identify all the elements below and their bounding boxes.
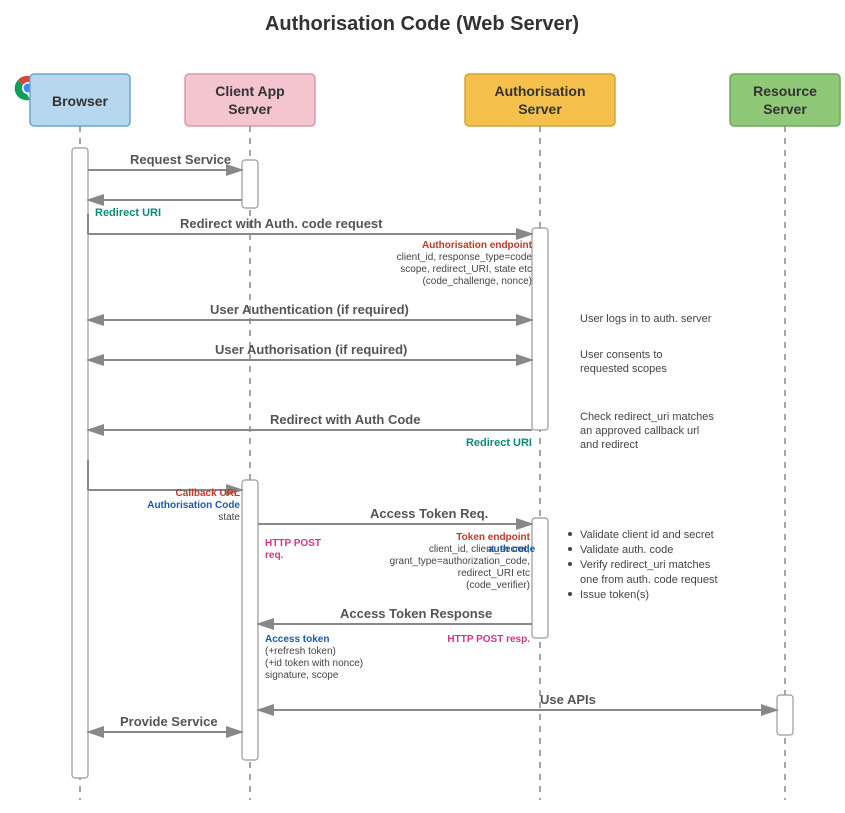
annotation: signature, scope: [265, 670, 339, 681]
sequence-diagram: Authorisation Code (Web Server) Browser C…: [0, 0, 845, 813]
annotation: User consents to: [580, 349, 663, 361]
annotation: requested scopes: [580, 363, 667, 375]
svg-text:Server: Server: [228, 101, 272, 117]
annotation: and redirect: [580, 439, 638, 451]
activation-client: [242, 480, 258, 760]
annotation: Redirect URI: [95, 207, 161, 219]
annotation: scope, redirect_URI, state etc: [400, 264, 532, 275]
diagram-title: Authorisation Code (Web Server): [265, 13, 579, 35]
arrow-a9-label: Access Token Response: [340, 606, 492, 621]
activation-client: [242, 160, 258, 208]
lane-resource-label: Resource: [753, 83, 817, 99]
lane-client: [185, 74, 315, 126]
annotation: an approved callback url: [580, 425, 699, 437]
svg-text:Server: Server: [518, 101, 562, 117]
bullet-item: one from auth. code request: [580, 574, 718, 586]
annotation: HTTP POST: [265, 538, 321, 549]
annotation: client_id, response_type=code: [397, 252, 533, 263]
annotation: Access token: [265, 634, 329, 645]
annotation: (code_challenge, nonce): [422, 276, 532, 287]
arrow-a5-label: User Authorisation (if required): [215, 342, 407, 357]
bullet-item: Validate client id and secret: [580, 529, 714, 541]
annotation: Callback URL: [176, 488, 240, 499]
annotation: Authorisation Code: [147, 500, 240, 511]
annotation: (+id token with nonce): [265, 658, 363, 669]
svg-text:Server: Server: [763, 101, 807, 117]
annotation: redirect_URI etc: [458, 568, 530, 579]
bullet-item: Issue token(s): [580, 589, 649, 601]
lane-resource: [730, 74, 840, 126]
annotation: Token endpoint: [456, 532, 530, 543]
annotation-authcode: auth code: [488, 544, 536, 555]
annotation: state: [218, 512, 240, 523]
annotation: (code_verifier): [466, 580, 530, 591]
activation-auth: [532, 518, 548, 638]
annotation: grant_type=authorization_code,: [390, 556, 530, 567]
activation-auth: [532, 228, 548, 430]
lane-auth: [465, 74, 615, 126]
annotation: Authorisation endpoint: [422, 240, 533, 251]
arrow-a11-label: Provide Service: [120, 714, 218, 729]
annotation: (+refresh token): [265, 646, 336, 657]
bullet-item: Validate auth. code: [580, 544, 673, 556]
lane-client-label: Client App: [215, 83, 284, 99]
activation-resource: [777, 695, 793, 735]
lane-auth-label: Authorisation: [495, 83, 586, 99]
bullet-item: Verify redirect_uri matches: [580, 559, 711, 571]
annotation: User logs in to auth. server: [580, 313, 712, 325]
arrow-a3-label: Redirect with Auth. code request: [180, 216, 383, 231]
annotation: Check redirect_uri matches: [580, 411, 714, 423]
annotation: Redirect URI: [466, 437, 532, 449]
annotation: HTTP POST resp.: [447, 634, 530, 645]
arrow-a8-label: Access Token Req.: [370, 506, 488, 521]
arrow-a1-label: Request Service: [130, 152, 231, 167]
arrow-a6-label: Redirect with Auth Code: [270, 412, 420, 427]
activation-browser: [72, 148, 88, 778]
annotation: req.: [265, 550, 284, 561]
lane-browser-label: Browser: [52, 93, 109, 109]
arrow-a10-label: Use APIs: [540, 692, 596, 707]
arrow-a4-label: User Authentication (if required): [210, 302, 409, 317]
